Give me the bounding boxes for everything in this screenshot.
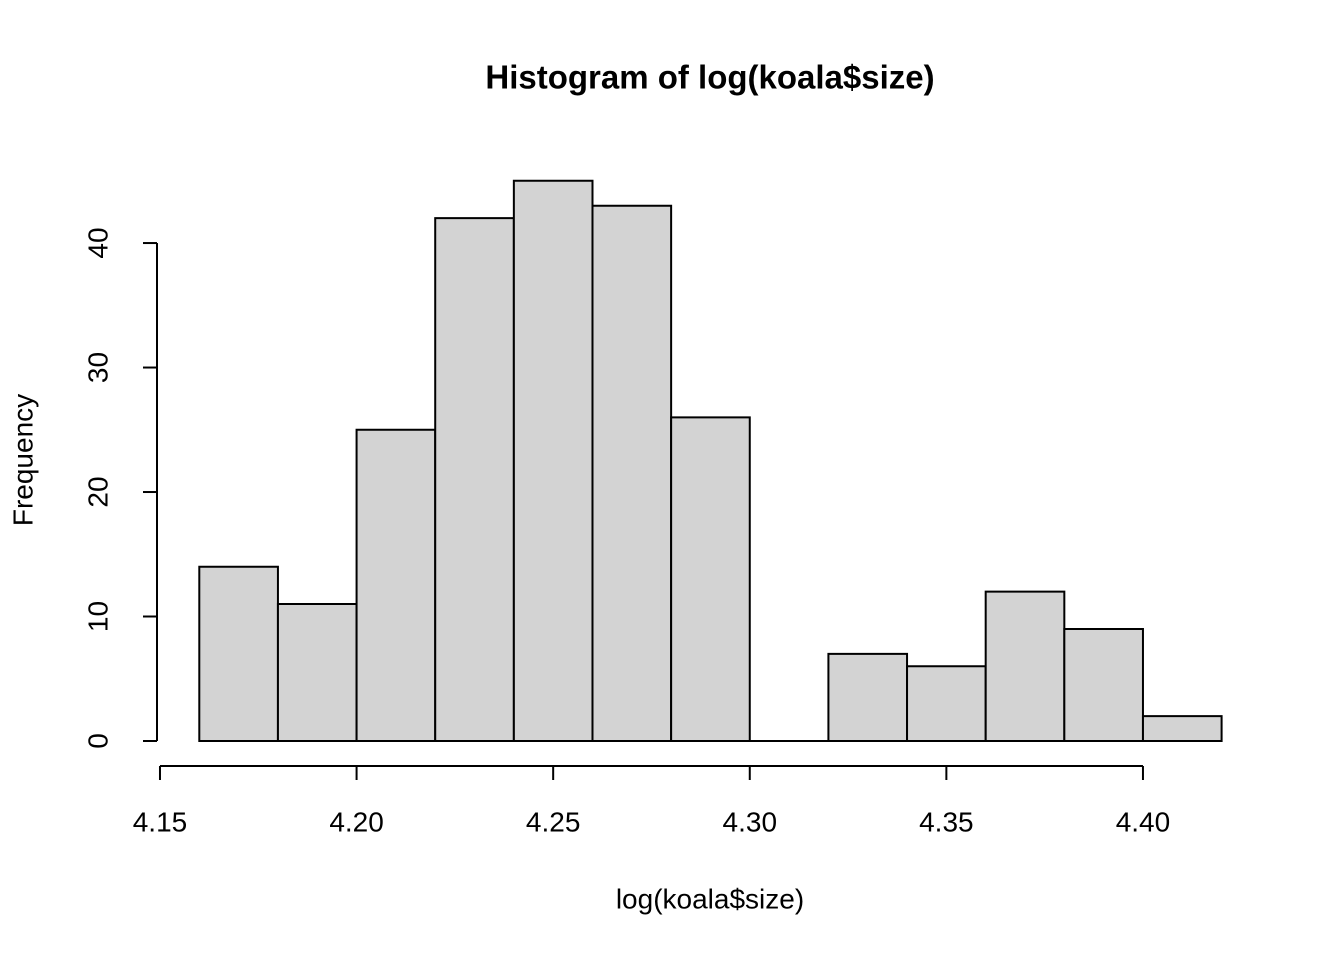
bar bbox=[434, 217, 515, 742]
x-tick-label: 4.20 bbox=[329, 806, 384, 837]
bar bbox=[355, 428, 437, 742]
bar bbox=[198, 565, 279, 742]
bar bbox=[1063, 627, 1144, 742]
x-tick-label: 4.40 bbox=[1116, 806, 1171, 837]
y-axis-label: Frequency bbox=[7, 394, 38, 526]
chart-title: Histogram of log(koala$size) bbox=[485, 59, 934, 96]
y-tick-label: 0 bbox=[82, 733, 113, 749]
x-tick-label: 4.35 bbox=[919, 806, 974, 837]
x-tick-label: 4.25 bbox=[526, 806, 581, 837]
bar bbox=[906, 665, 987, 742]
bar bbox=[670, 416, 751, 742]
bar bbox=[1141, 715, 1223, 742]
bar bbox=[276, 603, 358, 742]
x-tick-label: 4.15 bbox=[133, 806, 188, 837]
x-tick-label: 4.30 bbox=[723, 806, 778, 837]
y-tick-label: 30 bbox=[82, 352, 113, 383]
y-tick-label: 40 bbox=[82, 227, 113, 258]
y-tick-label: 20 bbox=[82, 476, 113, 507]
bar bbox=[512, 179, 594, 742]
y-tick-label: 10 bbox=[82, 601, 113, 632]
bar bbox=[827, 652, 909, 742]
x-axis-label: log(koala$size) bbox=[616, 883, 804, 914]
bar bbox=[591, 204, 673, 742]
bar bbox=[984, 590, 1066, 742]
